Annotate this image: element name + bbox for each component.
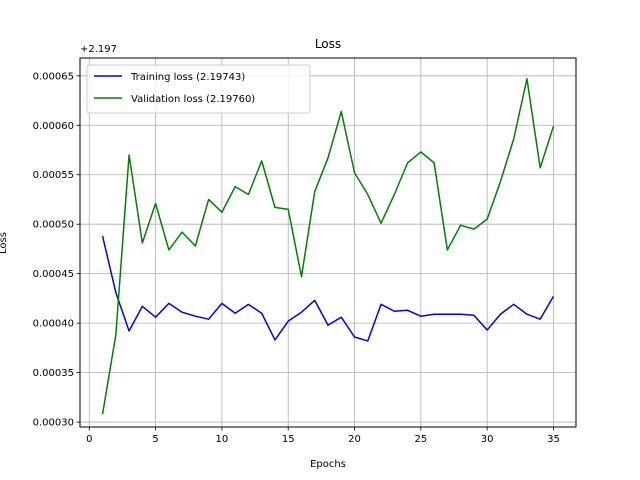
y-axis-label: Loss xyxy=(0,232,9,254)
x-axis-ticks: 0 5 10 15 20 25 30 35 xyxy=(86,427,560,445)
y-tick-label: 0.00055 xyxy=(33,170,74,181)
y-tick-label: 0.00030 xyxy=(33,418,74,429)
y-tick-label: 0.00045 xyxy=(33,269,74,280)
y-tick-label: 0.00040 xyxy=(33,319,74,330)
legend: Training loss (2.19743) Validation loss … xyxy=(86,64,311,114)
x-tick-label: 5 xyxy=(152,434,158,445)
legend-box xyxy=(86,64,311,114)
y-tick-label: 0.00050 xyxy=(33,220,74,231)
x-tick-label: 0 xyxy=(86,434,92,445)
x-tick-label: 25 xyxy=(414,434,427,445)
x-tick-label: 10 xyxy=(216,434,229,445)
series-line-validation xyxy=(101,78,555,415)
legend-label-validation: Validation loss (2.19760) xyxy=(131,94,255,105)
y-tick-label: 0.00060 xyxy=(33,121,74,132)
y-tick-label: 0.00065 xyxy=(33,71,74,82)
x-tick-label: 30 xyxy=(481,434,494,445)
y-tick-label: 0.00035 xyxy=(33,368,74,379)
x-axis-label: Epochs xyxy=(310,459,346,470)
series-line-training xyxy=(101,235,555,342)
x-tick-label: 20 xyxy=(348,434,361,445)
chart-title: Loss xyxy=(315,37,341,51)
legend-label-training: Training loss (2.19743) xyxy=(130,72,245,83)
x-tick-label: 35 xyxy=(547,434,560,445)
y-axis-ticks: 0.00030 0.00035 0.00040 0.00045 0.00050 0.000… xyxy=(33,71,80,429)
plot-frame xyxy=(79,57,577,428)
x-tick-label: 15 xyxy=(282,434,295,445)
y-offset-label: +2.197 xyxy=(80,44,117,55)
series-layer xyxy=(101,78,555,415)
